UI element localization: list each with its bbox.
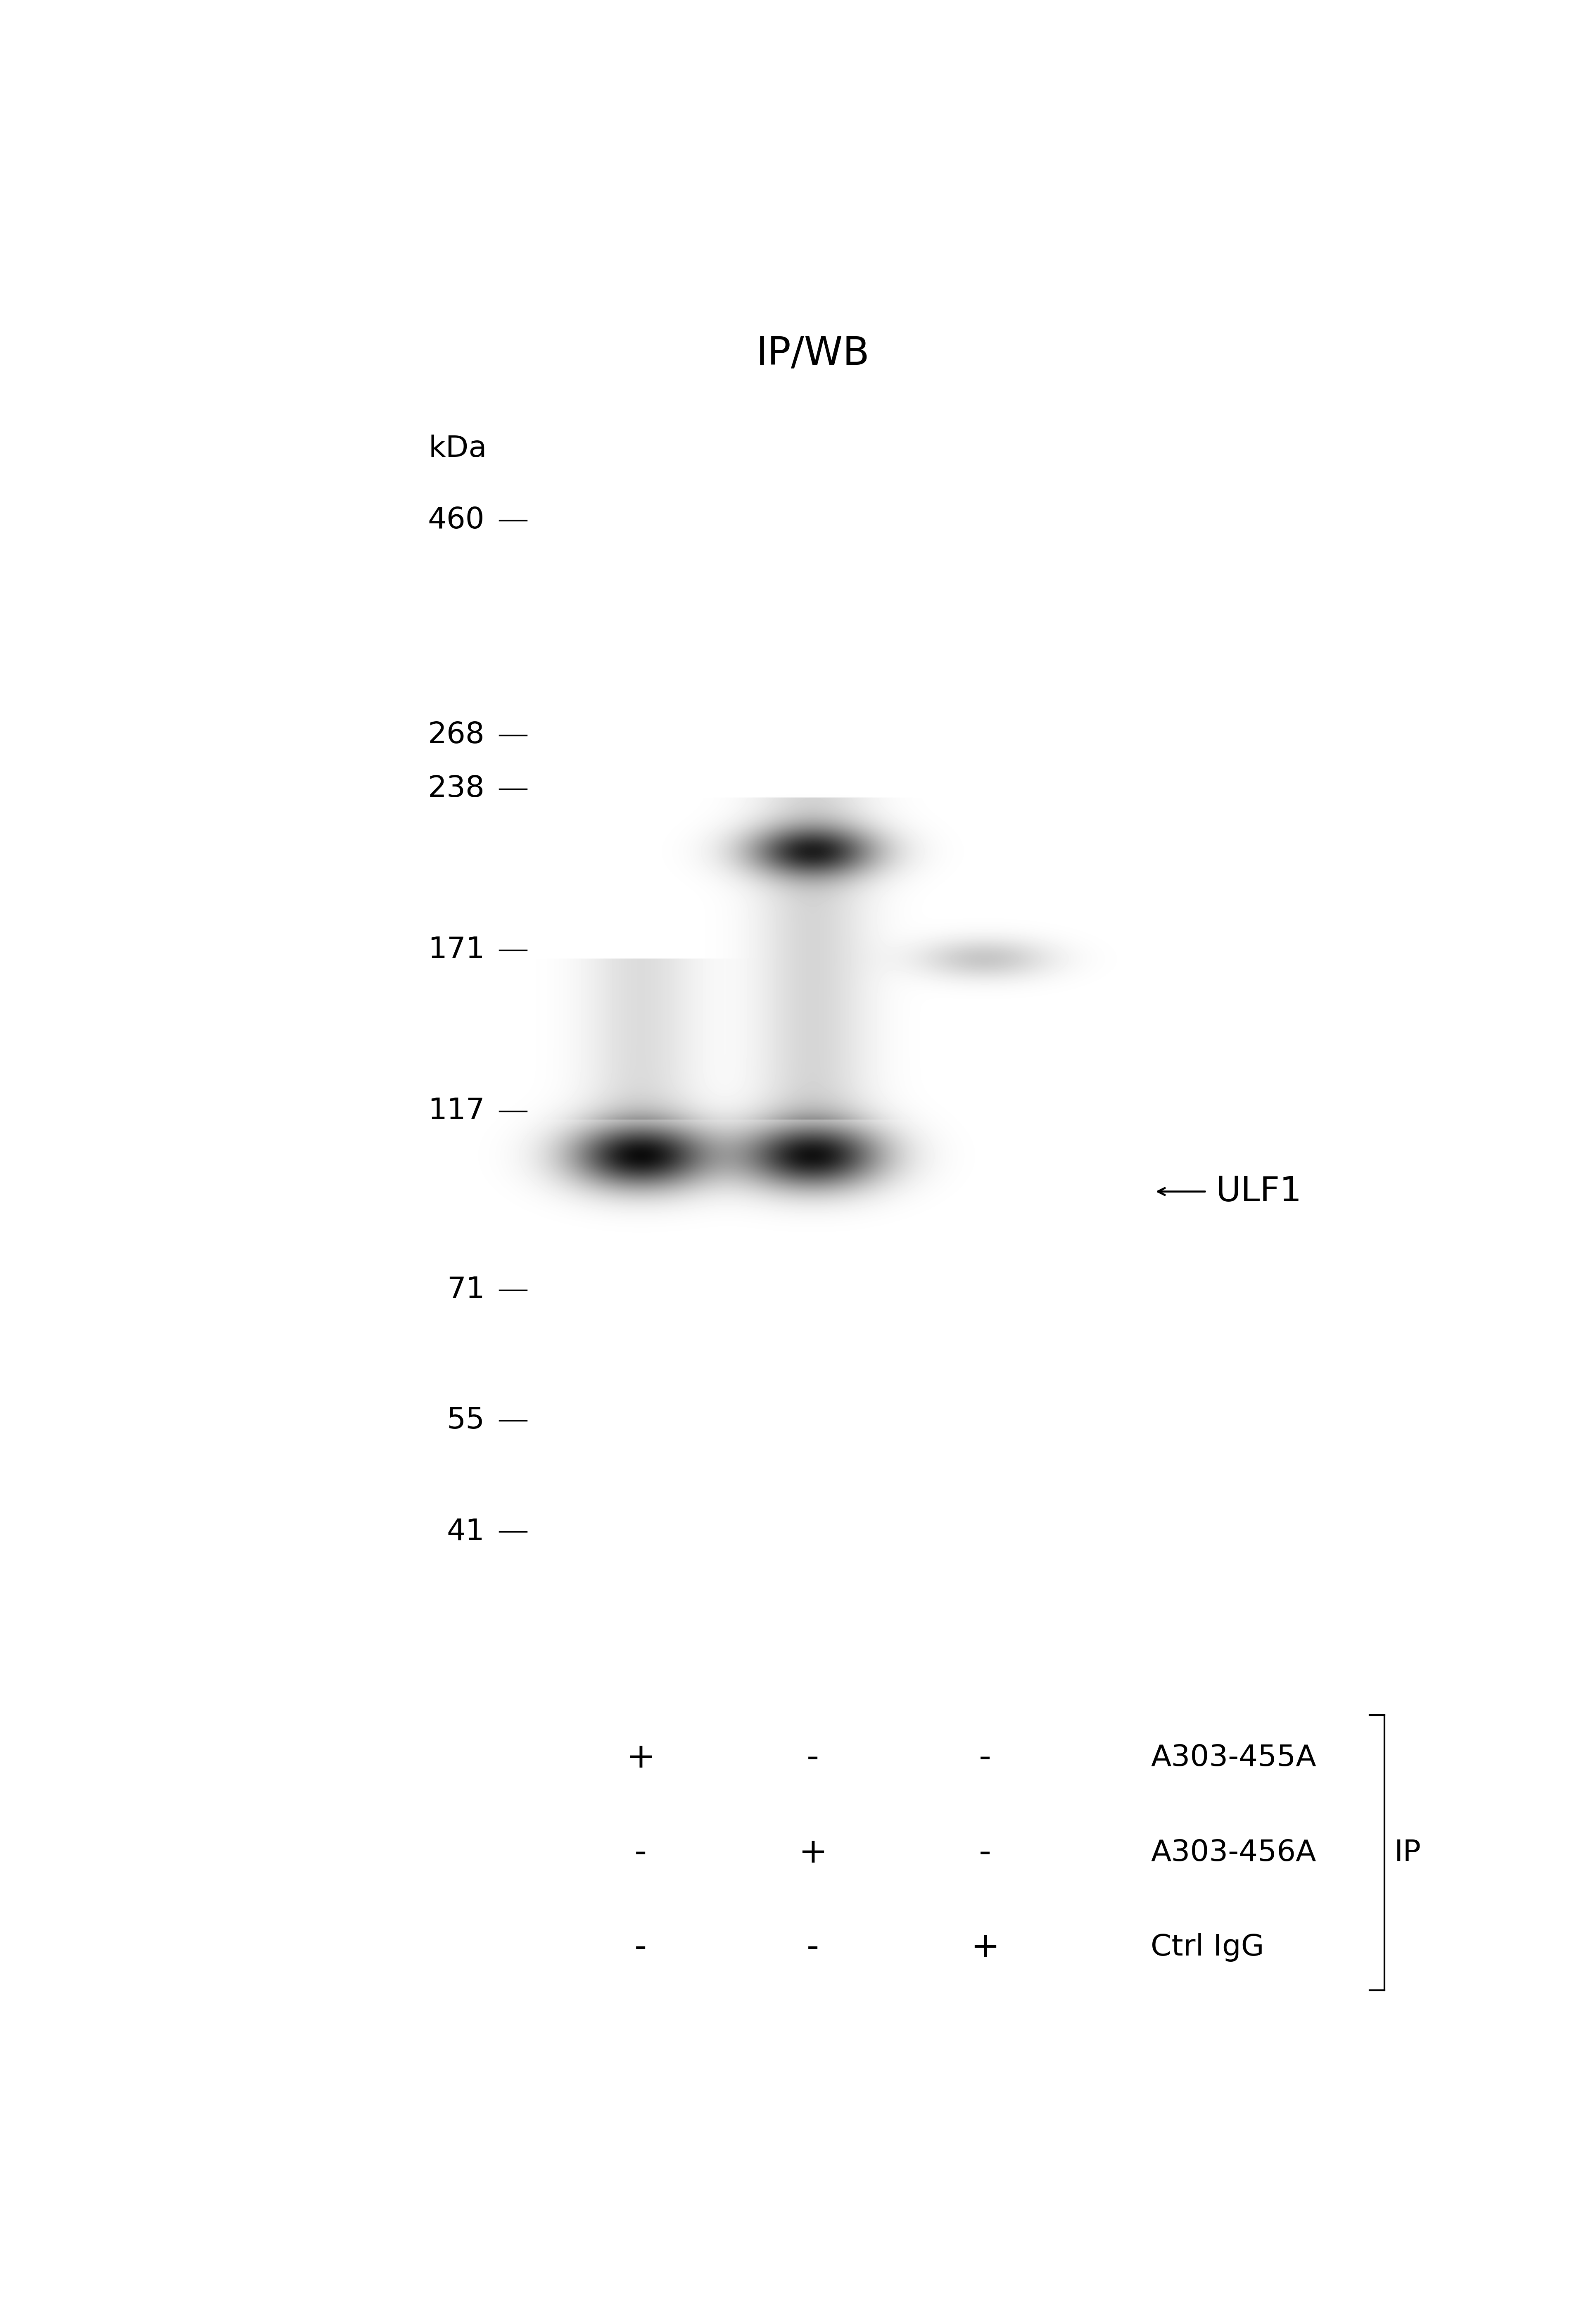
- Text: ULF1: ULF1: [1216, 1176, 1302, 1208]
- Text: -: -: [634, 1836, 647, 1868]
- Text: IP/WB: IP/WB: [757, 335, 869, 374]
- Text: kDa: kDa: [428, 435, 487, 462]
- Text: +: +: [971, 1931, 999, 1964]
- Text: 268: 268: [428, 720, 485, 748]
- Text: A303-455A: A303-455A: [1151, 1743, 1316, 1773]
- Bar: [500, 430, 1132, 1676]
- Text: 71: 71: [447, 1276, 485, 1304]
- Text: Ctrl IgG: Ctrl IgG: [1151, 1934, 1264, 1961]
- Text: -: -: [807, 1931, 818, 1964]
- Text: 55: 55: [447, 1406, 485, 1434]
- Text: 41: 41: [447, 1518, 485, 1545]
- Text: 460: 460: [428, 507, 485, 535]
- Text: IP: IP: [1394, 1838, 1421, 1866]
- Text: -: -: [807, 1741, 818, 1776]
- Text: +: +: [798, 1836, 828, 1868]
- Text: 117: 117: [428, 1097, 485, 1125]
- Text: +: +: [626, 1741, 655, 1776]
- Text: -: -: [634, 1931, 647, 1964]
- Text: -: -: [979, 1836, 991, 1868]
- Text: 238: 238: [428, 774, 485, 804]
- Text: 171: 171: [428, 937, 485, 964]
- Text: -: -: [979, 1741, 991, 1776]
- Text: A303-456A: A303-456A: [1151, 1838, 1316, 1866]
